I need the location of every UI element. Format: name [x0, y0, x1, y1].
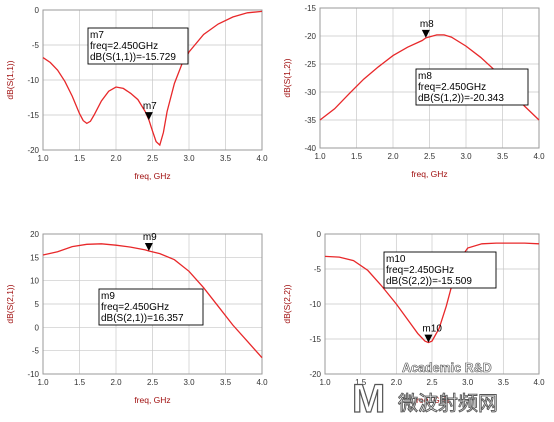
y-tick-label: -5 — [314, 265, 322, 274]
x-tick-label: 1.0 — [314, 152, 326, 161]
marker-readout-freq: freq=2.450GHz — [418, 82, 486, 93]
x-axis-label: freq, GHz — [134, 395, 170, 405]
x-tick-label: 2.0 — [387, 152, 399, 161]
y-tick-label: 5 — [35, 300, 40, 309]
y-axis-label: dB(S(2,1)) — [5, 284, 15, 323]
x-tick-label: 2.5 — [426, 378, 438, 387]
marker-triangle — [144, 243, 153, 252]
marker-readout-freq: freq=2.450GHz — [101, 302, 169, 313]
y-tick-label: -15 — [27, 111, 39, 120]
marker-readout-box — [87, 27, 189, 65]
x-tick-label: 3.0 — [183, 154, 195, 163]
x-tick-label: 4.0 — [533, 378, 545, 387]
chart-s21: 1.0 1.5 2.0 2.5 3.0 3.5 4.0 20 15 10 5 0 -5 -10 freq, … — [5, 230, 268, 405]
y-tick-label: 0 — [35, 323, 40, 332]
x-tick-label: 3.0 — [183, 378, 195, 387]
plot-frame — [42, 233, 263, 375]
x-tick-label: 2.0 — [110, 154, 122, 163]
marker-readout-value: dB(S(2,2))=-15.509 — [386, 276, 472, 287]
y-tick-label: 15 — [30, 253, 39, 262]
x-tick-label: 2.0 — [391, 378, 403, 387]
plot-frame — [324, 233, 540, 375]
marker-readout-box — [383, 251, 497, 289]
x-axis-label: freq, GHz — [134, 171, 170, 181]
x-tick-label: 2.0 — [110, 378, 122, 387]
x-tick-label: 3.0 — [462, 378, 474, 387]
marker-readout-freq: freq=2.450GHz — [386, 265, 454, 276]
marker-readout-box — [98, 288, 204, 326]
y-tick-label: -30 — [304, 88, 316, 97]
y-tick-label: -15 — [304, 4, 316, 13]
x-tick-label: 1.5 — [351, 152, 363, 161]
watermark-logo-glyph: M — [352, 377, 385, 421]
marker-readout-value: dB(S(2,1))=16.357 — [101, 313, 184, 324]
marker-readout-value: dB(S(1,1))=-15.729 — [90, 52, 176, 63]
y-tick-label: -35 — [304, 116, 316, 125]
y-axis-label: dB(S(2,2)) — [282, 284, 292, 323]
series-line — [324, 242, 540, 344]
marker-readout-name: m7 — [90, 30, 104, 41]
y-tick-label: 0 — [317, 230, 322, 239]
y-tick-label: -40 — [304, 144, 316, 153]
marker-readout-box — [415, 68, 529, 106]
plot-frame — [319, 7, 540, 149]
marker-name-label: m9 — [143, 232, 157, 243]
x-tick-label: 4.0 — [533, 152, 545, 161]
y-tick-label: -20 — [304, 32, 316, 41]
x-tick-label: 1.0 — [37, 378, 49, 387]
y-tick-label: 0 — [35, 6, 40, 15]
y-tick-label: -10 — [27, 370, 39, 379]
y-tick-label: -5 — [32, 347, 40, 356]
marker-name-label: m10 — [422, 324, 442, 335]
x-tick-label: 1.0 — [37, 154, 49, 163]
y-tick-label: -10 — [309, 300, 321, 309]
y-axis-label: dB(S(1,2)) — [282, 58, 292, 97]
marker-readout-freq: freq=2.450GHz — [90, 41, 158, 52]
x-tick-label: 3.5 — [497, 152, 509, 161]
x-tick-label: 1.5 — [74, 378, 86, 387]
series-line — [42, 10, 263, 147]
marker-triangle — [424, 334, 433, 343]
y-tick-label: 20 — [30, 230, 39, 239]
watermark-line1: Academic R&D — [402, 361, 492, 375]
x-tick-label: 3.5 — [220, 154, 232, 163]
marker-readout-name: m9 — [101, 291, 115, 302]
y-tick-label: -20 — [27, 146, 39, 155]
marker-triangle — [144, 112, 153, 121]
marker-triangle — [421, 29, 430, 38]
x-tick-label: 3.5 — [220, 378, 232, 387]
x-tick-label: 1.5 — [355, 378, 367, 387]
x-axis-label: freq, GHz — [411, 169, 447, 179]
watermark-line2: 微波射频网 — [398, 392, 498, 415]
chart-s22: 1.0 1.5 2.0 2.5 3.0 3.5 4.0 0 -5 -10 -15 -20 freq, G… — [282, 230, 545, 405]
chart-s11: 1.0 1.5 2.0 2.5 3.0 3.5 4.0 0 -5 -10 -15 -20 freq, G… — [5, 6, 268, 181]
marker-readout-value: dB(S(1,2))=-20.343 — [418, 93, 504, 104]
y-axis-label: dB(S(1,1)) — [5, 60, 15, 99]
y-tick-label: -20 — [309, 370, 321, 379]
x-axis-label: freq, GHz — [414, 395, 450, 405]
x-tick-label: 2.5 — [147, 378, 159, 387]
y-tick-label: 10 — [30, 277, 39, 286]
x-tick-label: 4.0 — [256, 154, 268, 163]
x-tick-label: 1.5 — [74, 154, 86, 163]
marker-readout-name: m10 — [386, 254, 406, 265]
x-tick-label: 4.0 — [256, 378, 268, 387]
series-line — [42, 243, 263, 359]
marker-readout-name: m8 — [418, 71, 432, 82]
chart-s12: 1.0 1.5 2.0 2.5 3.0 3.5 4.0 -15 -20 -25 -30 -35 -40 f… — [282, 4, 545, 179]
plot-frame — [42, 9, 263, 151]
y-tick-label: -25 — [304, 60, 316, 69]
marker-name-label: m8 — [420, 19, 434, 30]
marker-name-label: m7 — [143, 101, 157, 112]
x-tick-label: 2.5 — [147, 154, 159, 163]
y-tick-label: -15 — [309, 335, 321, 344]
y-tick-label: -10 — [27, 76, 39, 85]
x-tick-label: 3.5 — [498, 378, 510, 387]
x-tick-label: 1.0 — [319, 378, 331, 387]
academic-rd-watermark: M Academic R&D 微波射频网 — [351, 361, 498, 422]
y-tick-label: -5 — [32, 41, 40, 50]
x-tick-label: 2.5 — [424, 152, 436, 161]
x-tick-label: 3.0 — [460, 152, 472, 161]
